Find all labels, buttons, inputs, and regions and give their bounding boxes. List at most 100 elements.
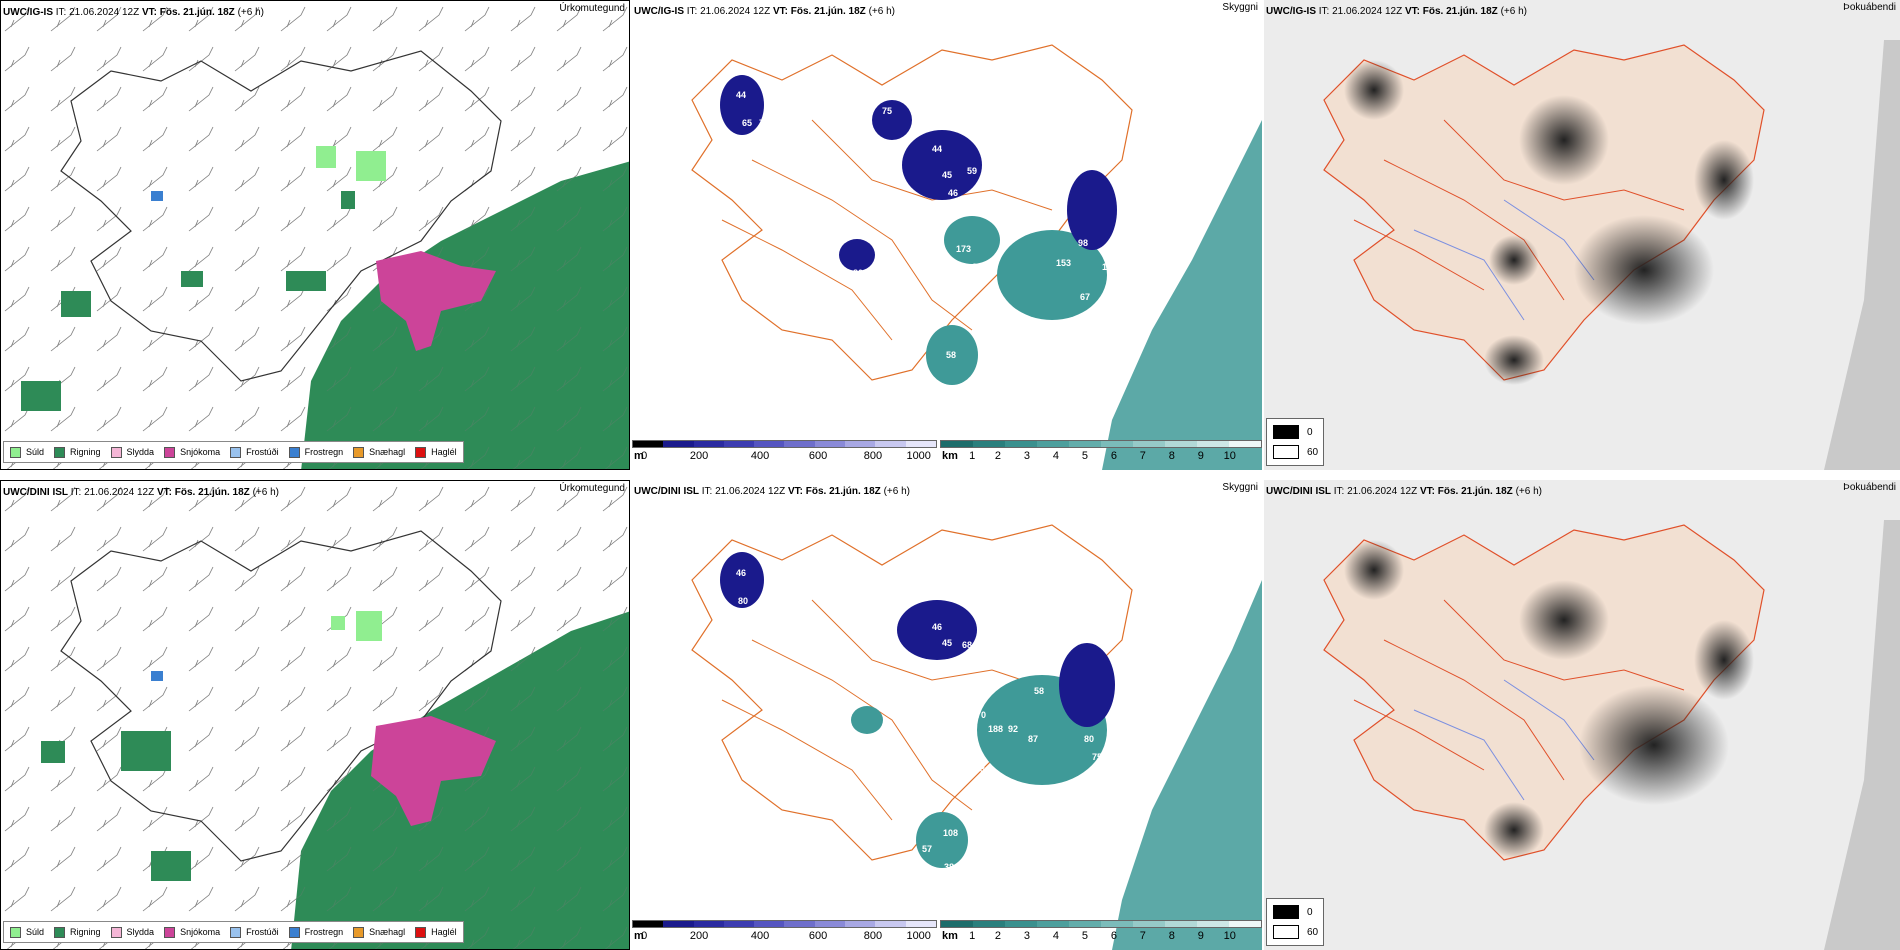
it-label: IT:: [686, 6, 698, 17]
legend-item: Súld: [10, 926, 44, 938]
scale-tick: 200: [689, 930, 709, 942]
visibility-value-label: 15: [1102, 262, 1112, 272]
cloud-height-scale: km 1 2 3 4 5 6 7 8 9 10: [940, 920, 1262, 946]
visibility-value-label: 65: [742, 118, 752, 128]
fog-map[interactable]: [1264, 0, 1900, 470]
scale-tick: 6: [1110, 450, 1117, 462]
scale-tick: 4: [1052, 930, 1059, 942]
scale-unit: m: [634, 450, 644, 462]
lead-time: (+6 h): [237, 7, 264, 18]
scale-tick: 1000: [906, 930, 931, 942]
scale-tick: 600: [808, 930, 828, 942]
visibility-panel[interactable]: UWC/IG-IS IT: 21.06.2024 12Z VT: Fös. 21…: [632, 0, 1262, 470]
visibility-value-label: 45: [942, 638, 952, 648]
forecast-row-2: UWC/DINI ISL IT: 21.06.2024 12Z VT: Fös.…: [0, 480, 1900, 950]
scale-tick: 5: [1081, 930, 1088, 942]
scale-tick: 3: [1023, 930, 1030, 942]
vt-label: VT:: [787, 486, 803, 497]
precip-map[interactable]: [1, 481, 630, 950]
vt-value: Fös. 21.jún. 18Z: [174, 487, 250, 498]
visibility-value-label: 45: [942, 170, 952, 180]
lead-time: (+6 h): [883, 486, 910, 497]
scale-tick: 1000: [906, 450, 931, 462]
visibility-value-label: 58: [946, 350, 956, 360]
it-value: 21.06.2024 12Z: [1332, 6, 1403, 17]
legend-item: Rigning: [54, 446, 101, 458]
panel-title: Skyggni: [1222, 2, 1258, 13]
visibility-value-label: 75: [1092, 752, 1102, 762]
visibility-value-label: 87: [1028, 734, 1038, 744]
it-label: IT:: [70, 487, 82, 498]
fog-index-panel[interactable]: UWC/DINI ISL IT: 21.06.2024 12Z VT: Fös.…: [1264, 480, 1900, 950]
precip-type-panel[interactable]: UWC/IG-IS IT: 21.06.2024 12Z VT: Fös. 21…: [0, 0, 630, 470]
visibility-value-label: 188: [988, 724, 1003, 734]
lead-time: (+6 h): [1500, 6, 1527, 17]
vt-label: VT:: [156, 487, 172, 498]
panel-header: UWC/IG-IS IT: 21.06.2024 12Z VT: Fös. 21…: [3, 3, 625, 20]
model-name: UWC/DINI ISL: [1266, 486, 1331, 497]
scale-tick: 3: [1023, 450, 1030, 462]
scale-tick: 6: [1110, 930, 1117, 942]
panel-title: Skyggni: [1222, 482, 1258, 493]
panel-header: UWC/IG-IS IT: 21.06.2024 12Z VT: Fös. 21…: [634, 2, 1258, 19]
panel-title: Úrkomutegund: [559, 483, 625, 494]
legend-item: Frostúði: [230, 926, 279, 938]
visibility-value-label: 44: [736, 90, 746, 100]
it-value: 21.06.2024 12Z: [1347, 486, 1418, 497]
visibility-value-label: 38: [944, 862, 954, 872]
legend-item: Snæhagl: [353, 926, 405, 938]
terrain-height-scale: m 0 200 400 600 800 1000: [632, 920, 937, 946]
visibility-value-label: 61: [882, 148, 892, 158]
vt-value: Fös. 21.jún. 18Z: [805, 486, 881, 497]
visibility-value-label: 34: [934, 382, 944, 392]
vt-value: Fös. 21.jún. 18Z: [159, 7, 235, 18]
visibility-value-label: 46: [736, 568, 746, 578]
visibility-value-label: 95: [1069, 320, 1079, 330]
visibility-value-label: 59: [967, 166, 977, 176]
scale-tick: 2: [994, 930, 1002, 942]
terrain-height-scale: m 0 200 400 600 800 1000: [632, 440, 937, 466]
fog-legend: 0 60: [1266, 898, 1324, 946]
vt-label: VT:: [1419, 486, 1435, 497]
scale-tick: 9: [1197, 930, 1204, 942]
visibility-value-label: 72: [759, 118, 769, 128]
visibility-value-label: 673: [970, 764, 985, 774]
scale-tick: 10: [1223, 930, 1236, 942]
scale-tick: 600: [808, 450, 828, 462]
it-label: IT:: [1318, 6, 1330, 17]
visibility-value-label: 80: [1084, 734, 1094, 744]
visibility-panel[interactable]: UWC/DINI ISL IT: 21.06.2024 12Z VT: Fös.…: [632, 480, 1262, 950]
panel-header: UWC/DINI ISL IT: 21.06.2024 12Z VT: Fös.…: [634, 482, 1258, 499]
legend-item: Slydda: [110, 446, 154, 458]
legend-item: Frostregn: [288, 926, 343, 938]
visibility-value-label: 57: [922, 844, 932, 854]
visibility-value-label: 80: [738, 596, 748, 606]
vt-label: VT:: [772, 6, 788, 17]
iceland-outline: [60, 50, 502, 382]
model-name: UWC/IG-IS: [1266, 6, 1316, 17]
fog-index-panel[interactable]: UWC/IG-IS IT: 21.06.2024 12Z VT: Fös. 21…: [1264, 0, 1900, 470]
it-value: 21.06.2024 12Z: [69, 7, 140, 18]
legend-item: Haglél: [415, 446, 457, 458]
scale-tick: 5: [1081, 450, 1088, 462]
scale-tick: 4: [1052, 450, 1059, 462]
it-label: IT:: [1333, 486, 1345, 497]
scale-tick: 200: [689, 450, 709, 462]
fog-map[interactable]: [1264, 480, 1900, 950]
scale-tick: 400: [750, 930, 770, 942]
visibility-value-label: 173: [956, 244, 971, 254]
fog-min: 0: [1307, 426, 1313, 438]
scale-tick: 0: [641, 930, 648, 942]
scale-tick: 7: [1139, 930, 1146, 942]
scale-tick: 800: [863, 930, 883, 942]
precip-map[interactable]: [1, 1, 630, 470]
model-name: UWC/DINI ISL: [634, 486, 699, 497]
snow-area: [371, 716, 496, 826]
scale-tick: 800: [863, 450, 883, 462]
precip-type-panel[interactable]: UWC/DINI ISL IT: 21.06.2024 12Z VT: Fös.…: [0, 480, 630, 950]
lead-time: (+6 h): [868, 6, 895, 17]
it-value: 21.06.2024 12Z: [700, 6, 771, 17]
visibility-value-label: 60: [930, 246, 940, 256]
